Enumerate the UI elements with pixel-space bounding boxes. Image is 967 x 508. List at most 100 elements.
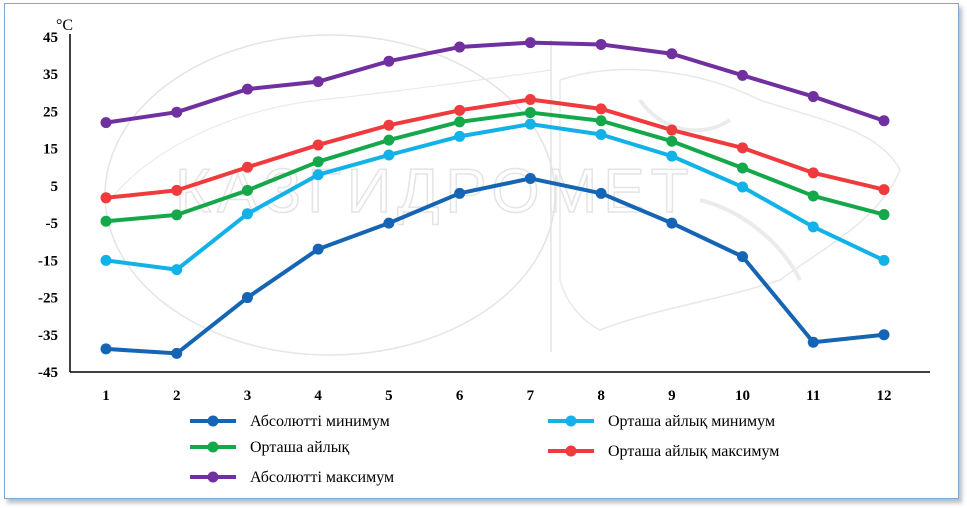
data-point <box>100 254 112 266</box>
x-tick-label: 12 <box>877 388 892 404</box>
data-point <box>100 117 112 129</box>
series-group <box>100 107 890 227</box>
data-point <box>524 172 536 184</box>
data-point <box>454 130 466 142</box>
y-tick-label: 5 <box>51 179 59 195</box>
data-point <box>878 115 890 127</box>
y-tick-label: 45 <box>43 30 58 46</box>
data-point <box>383 55 395 67</box>
x-tick-label: 8 <box>597 388 605 404</box>
data-point <box>454 104 466 116</box>
legend-swatch-marker <box>565 415 577 427</box>
data-point <box>241 184 253 196</box>
data-point <box>312 169 324 181</box>
data-point <box>454 187 466 199</box>
data-point <box>454 116 466 128</box>
legend-label: Орташа айлық максимум <box>608 443 779 460</box>
x-tick-label: 4 <box>314 388 322 404</box>
legend-item: Абсолютті минимум <box>190 413 390 430</box>
data-point <box>595 129 607 141</box>
data-point <box>383 149 395 161</box>
legend-label: Орташа айлық <box>250 439 349 456</box>
series-line <box>104 122 886 272</box>
x-tick-label: 9 <box>668 388 676 404</box>
data-point <box>878 184 890 196</box>
x-tick-label: 11 <box>806 388 820 404</box>
legend-swatch-marker <box>207 441 219 453</box>
data-point <box>454 41 466 53</box>
data-point <box>171 347 183 359</box>
data-point <box>595 38 607 50</box>
legend-item: Орташа айлық максимум <box>548 443 779 460</box>
data-point <box>524 37 536 49</box>
watermark-curve <box>109 69 552 201</box>
data-point <box>241 83 253 95</box>
y-tick-label: -5 <box>46 216 59 232</box>
data-point <box>312 139 324 151</box>
data-point <box>171 264 183 276</box>
series-line <box>104 176 886 356</box>
data-point <box>100 192 112 204</box>
data-point <box>666 217 678 229</box>
data-point <box>524 94 536 106</box>
legend-label: Абсолютті минимум <box>250 413 390 430</box>
chart-frame <box>4 3 959 499</box>
data-point <box>807 336 819 348</box>
watermark-rivers <box>638 98 802 281</box>
data-point <box>100 215 112 227</box>
y-tick-label: -15 <box>38 253 58 269</box>
y-axis-unit-label: °C <box>56 17 73 34</box>
data-point <box>171 209 183 221</box>
data-point <box>737 181 749 193</box>
data-point <box>666 135 678 147</box>
data-point <box>737 162 749 174</box>
watermark-continent <box>559 68 901 331</box>
x-axis-ticks: 1 2 3 4 5 6 7 8 9 10 11 12 <box>102 388 891 404</box>
data-point <box>666 124 678 136</box>
series-line <box>104 110 886 224</box>
data-point <box>807 221 819 233</box>
data-point <box>595 187 607 199</box>
data-point <box>666 150 678 162</box>
y-tick-label: -45 <box>38 365 58 381</box>
data-point <box>807 91 819 103</box>
watermark-map: КАЗГИДРОМЕТ <box>104 34 901 356</box>
y-tick-label: -35 <box>38 328 58 344</box>
data-point <box>666 48 678 60</box>
x-tick-label: 10 <box>735 388 750 404</box>
data-point <box>171 184 183 196</box>
data-point <box>737 251 749 263</box>
series-group <box>100 172 890 359</box>
data-point <box>524 118 536 130</box>
x-tick-label: 7 <box>527 388 535 404</box>
legend-item: Орташа айлық <box>190 439 349 456</box>
data-point <box>524 107 536 119</box>
data-point <box>807 190 819 202</box>
x-tick-label: 3 <box>244 388 252 404</box>
series-lines <box>100 37 890 359</box>
data-point <box>100 343 112 355</box>
y-tick-label: -25 <box>38 291 58 307</box>
y-tick-label: 15 <box>43 142 58 158</box>
data-point <box>383 217 395 229</box>
data-point <box>737 142 749 154</box>
legend-swatch-marker <box>207 471 219 483</box>
data-point <box>737 69 749 81</box>
data-point <box>878 254 890 266</box>
data-point <box>878 329 890 341</box>
y-tick-label: 25 <box>43 104 58 120</box>
data-point <box>241 292 253 304</box>
x-tick-label: 2 <box>173 388 181 404</box>
series-group <box>100 37 890 129</box>
y-axis-ticks: 45 35 25 15 5 -5 -15 -25 -35 -45 <box>38 30 58 381</box>
legend-label: Абсолютті максимум <box>250 469 394 486</box>
legend-item: Орташа айлық минимум <box>548 413 775 430</box>
series-group <box>100 94 890 204</box>
x-tick-label: 5 <box>385 388 393 404</box>
series-group <box>100 118 890 276</box>
series-line <box>104 97 886 200</box>
legend-swatch-marker <box>207 415 219 427</box>
x-tick-label: 6 <box>456 388 464 404</box>
data-point <box>241 208 253 220</box>
data-point <box>595 115 607 127</box>
